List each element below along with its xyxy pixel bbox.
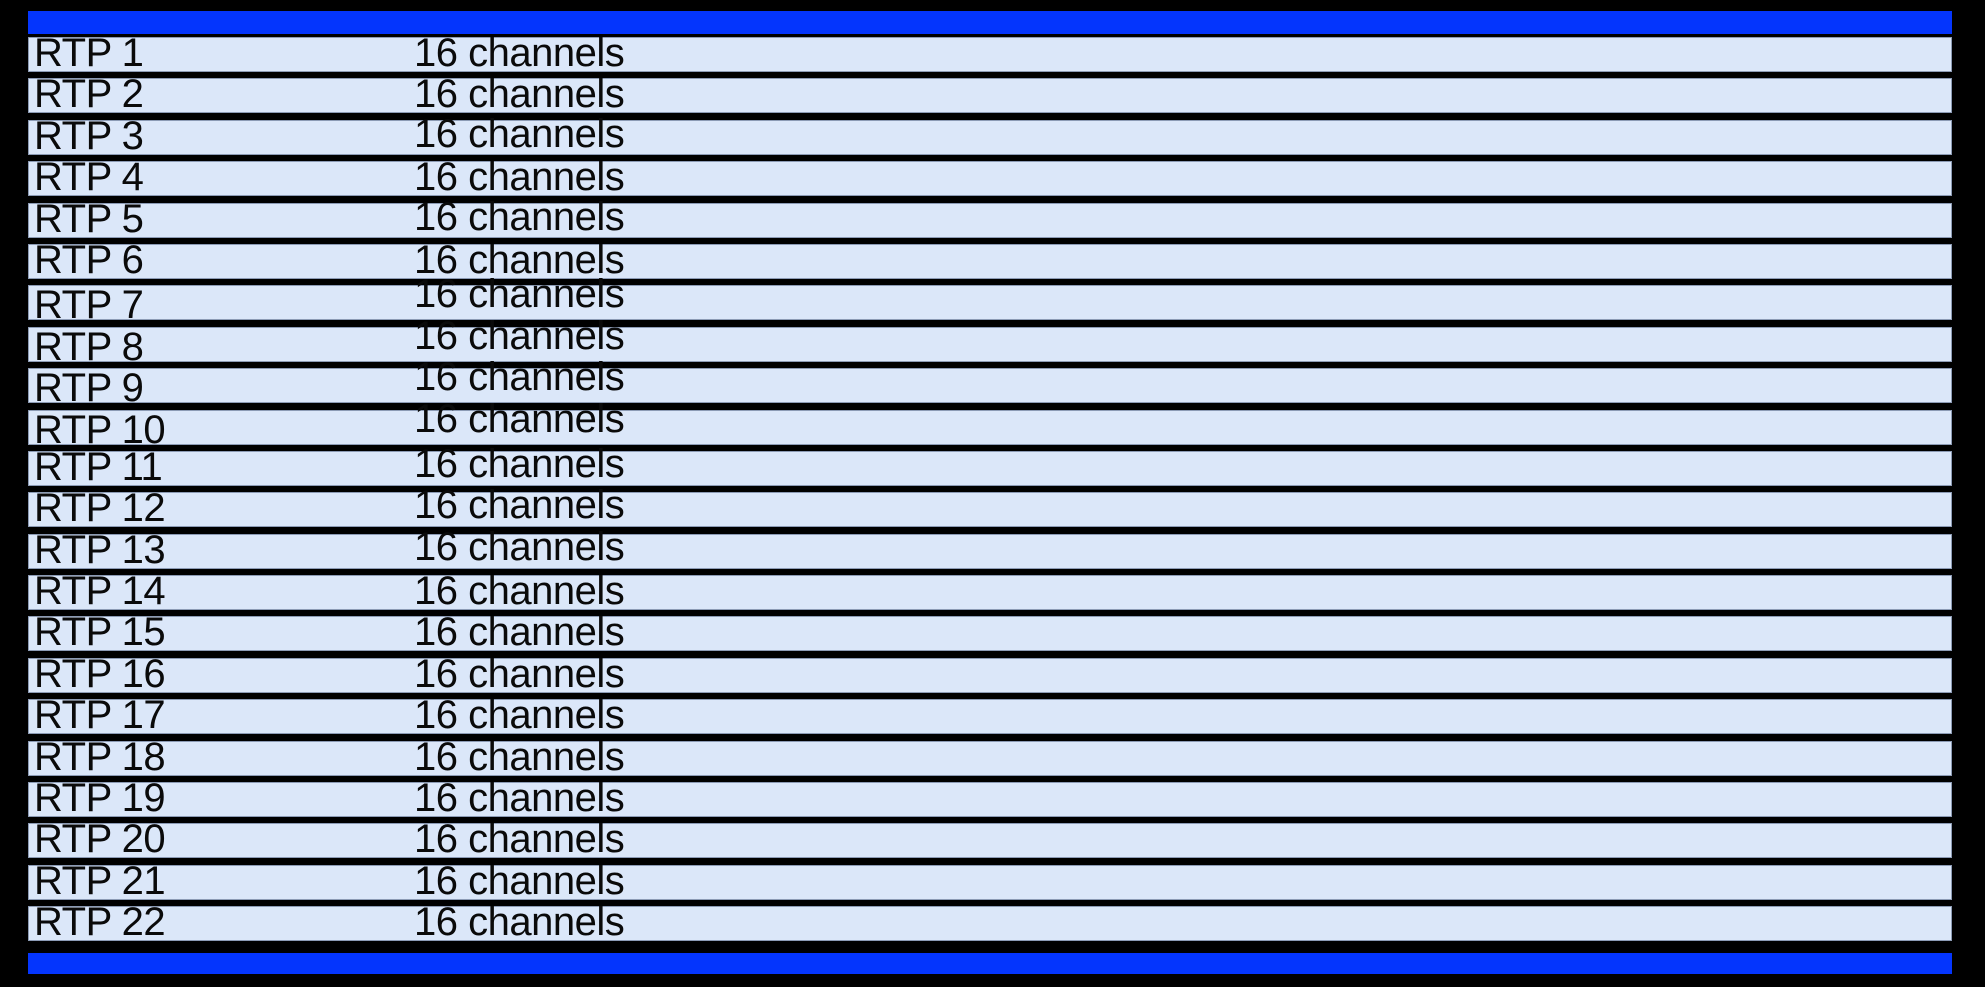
stream-name: RTP 9	[34, 366, 144, 411]
stream-name: RTP 20	[34, 817, 166, 862]
stream-channel-count: 16 channels	[414, 693, 625, 738]
stream-name: RTP 21	[34, 858, 166, 903]
stream-channel-count: 16 channels	[414, 31, 625, 75]
stream-channel-count: 16 channels	[414, 900, 625, 945]
stream-channel-count: 16 channels	[414, 237, 625, 282]
stream-channel-count: 16 channels	[414, 651, 625, 696]
stream-channel-count: 16 channels	[414, 734, 625, 779]
stream-name: RTP 6	[34, 237, 144, 282]
rtp-stream-row[interactable]: RTP 21 16 channels	[28, 858, 1952, 903]
stream-name: RTP 1	[34, 31, 144, 75]
rtp-stream-row[interactable]: RTP 22 16 channels	[28, 900, 1952, 945]
top-blue-bar	[28, 11, 1952, 34]
rtp-stream-row[interactable]: RTP 15 16 channels	[28, 610, 1952, 655]
stream-channel-count: 16 channels	[414, 524, 625, 569]
stream-channel-count: 16 channels	[414, 569, 625, 614]
stream-channel-count: 16 channels	[414, 441, 625, 486]
stream-channel-count: 16 channels	[414, 858, 625, 903]
stream-name: RTP 12	[34, 486, 166, 531]
rtp-stream-row[interactable]: RTP 6 16 channels	[28, 237, 1952, 282]
stream-channel-count: 16 channels	[414, 396, 625, 441]
stream-channel-count: 16 channels	[414, 817, 625, 862]
stream-name: RTP 2	[34, 72, 144, 117]
stream-name: RTP 13	[34, 527, 166, 572]
stream-name: RTP 17	[34, 693, 166, 738]
rtp-stream-row[interactable]: RTP 20 16 channels	[28, 817, 1952, 862]
stream-name: RTP 10	[34, 407, 166, 452]
rtp-stream-row[interactable]: RTP 8 16 channels	[28, 316, 1952, 369]
rtp-stream-row[interactable]: RTP 14 16 channels	[28, 569, 1952, 614]
rtp-stream-row[interactable]: RTP 7 16 channels	[28, 274, 1952, 328]
rtp-stream-row[interactable]: RTP 19 16 channels	[28, 776, 1952, 821]
stream-name: RTP 4	[34, 155, 144, 200]
rtp-stream-row[interactable]: RTP 16 16 channels	[28, 651, 1952, 696]
stream-name: RTP 8	[34, 324, 144, 369]
rtp-stream-row[interactable]: RTP 13 16 channels	[28, 527, 1952, 572]
stream-name: RTP 15	[34, 610, 166, 655]
rtp-stream-row[interactable]: RTP 11 16 channels	[28, 444, 1952, 489]
rtp-stream-row[interactable]: RTP 3 16 channels	[28, 111, 1952, 158]
stream-channel-count: 16 channels	[414, 313, 625, 358]
stream-name: RTP 22	[34, 900, 166, 945]
stream-channel-count: 16 channels	[414, 194, 625, 239]
stream-name: RTP 5	[34, 196, 144, 241]
stream-channel-count: 16 channels	[414, 610, 625, 655]
stream-channel-count: 16 channels	[414, 72, 625, 117]
bottom-blue-bar	[28, 953, 1952, 974]
rtp-stream-row[interactable]: RTP 2 16 channels	[28, 72, 1952, 117]
stream-name: RTP 19	[34, 776, 166, 821]
rtp-stream-list: RTP 1 16 channels RTP 2 16 channels RTP …	[28, 31, 1952, 945]
stream-name: RTP 11	[34, 444, 163, 489]
stream-channel-count: 16 channels	[414, 483, 625, 528]
stream-name: RTP 3	[34, 113, 144, 158]
rtp-stream-row[interactable]: RTP 4 16 channels	[28, 155, 1952, 200]
stream-channel-count: 16 channels	[414, 155, 625, 200]
stream-channel-count: 16 channels	[414, 272, 625, 317]
rtp-stream-row[interactable]: RTP 17 16 channels	[28, 693, 1952, 738]
stream-name: RTP 7	[34, 283, 144, 328]
rtp-stream-row[interactable]: RTP 12 16 channels	[28, 485, 1952, 531]
stream-name: RTP 16	[34, 651, 166, 696]
stream-name: RTP 14	[34, 569, 166, 614]
stream-channel-count: 16 channels	[414, 355, 625, 400]
stream-channel-count: 16 channels	[414, 776, 625, 821]
stream-name: RTP 18	[34, 734, 166, 779]
rtp-stream-row[interactable]: RTP 10 16 channels	[28, 399, 1952, 452]
rtp-stream-row[interactable]: RTP 5 16 channels	[28, 194, 1952, 241]
rtp-stream-row[interactable]: RTP 1 16 channels	[28, 31, 1952, 75]
rtp-stream-row[interactable]: RTP 9 16 channels	[28, 357, 1952, 411]
rtp-stream-row[interactable]: RTP 18 16 channels	[28, 734, 1952, 779]
stream-channel-count: 16 channels	[414, 111, 625, 156]
